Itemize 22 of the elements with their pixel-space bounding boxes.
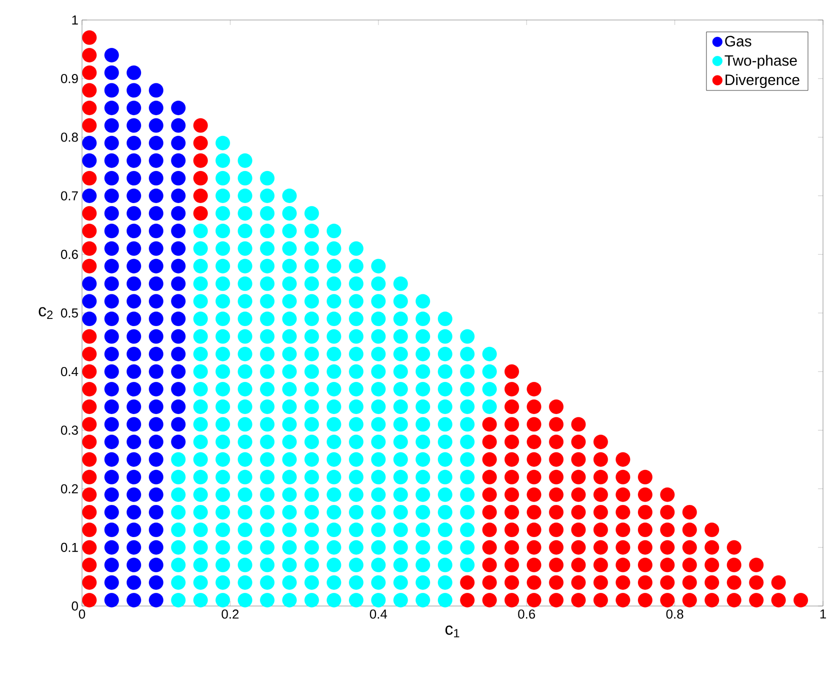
x-tick-label: 0.4 xyxy=(370,610,388,619)
x-tick-label: 1 xyxy=(820,610,826,618)
x-tick-label: 0.8 xyxy=(666,610,684,619)
y-tick-label: 0.4 xyxy=(60,367,78,376)
y-axis-title: c$_{2}$ xyxy=(38,307,53,319)
y-tick-label: 0.6 xyxy=(60,250,78,259)
y-tick-label: 0.7 xyxy=(60,191,78,200)
y-tick-label: 0.9 xyxy=(60,74,78,84)
y-tick-label: 0.3 xyxy=(60,426,78,435)
legend-label: Gas xyxy=(725,36,752,46)
x-tick-label: 0.6 xyxy=(518,610,536,619)
y-tick-label: 0.8 xyxy=(60,132,78,142)
x-tick-label: 0.2 xyxy=(222,610,239,619)
y-tick-label: 1 xyxy=(72,16,78,24)
y-tick-label: 0 xyxy=(72,601,78,611)
x-axis-title: c$_{1}$ xyxy=(445,626,460,638)
legend-label: Divergence xyxy=(726,74,800,88)
y-tick-label: 0.2 xyxy=(60,484,78,494)
y-tick-label: 0.5 xyxy=(60,308,78,318)
legend-label: Two-phase xyxy=(724,54,797,69)
x-tick-label: 0 xyxy=(78,610,86,619)
y-tick-label: 0.1 xyxy=(60,542,78,552)
